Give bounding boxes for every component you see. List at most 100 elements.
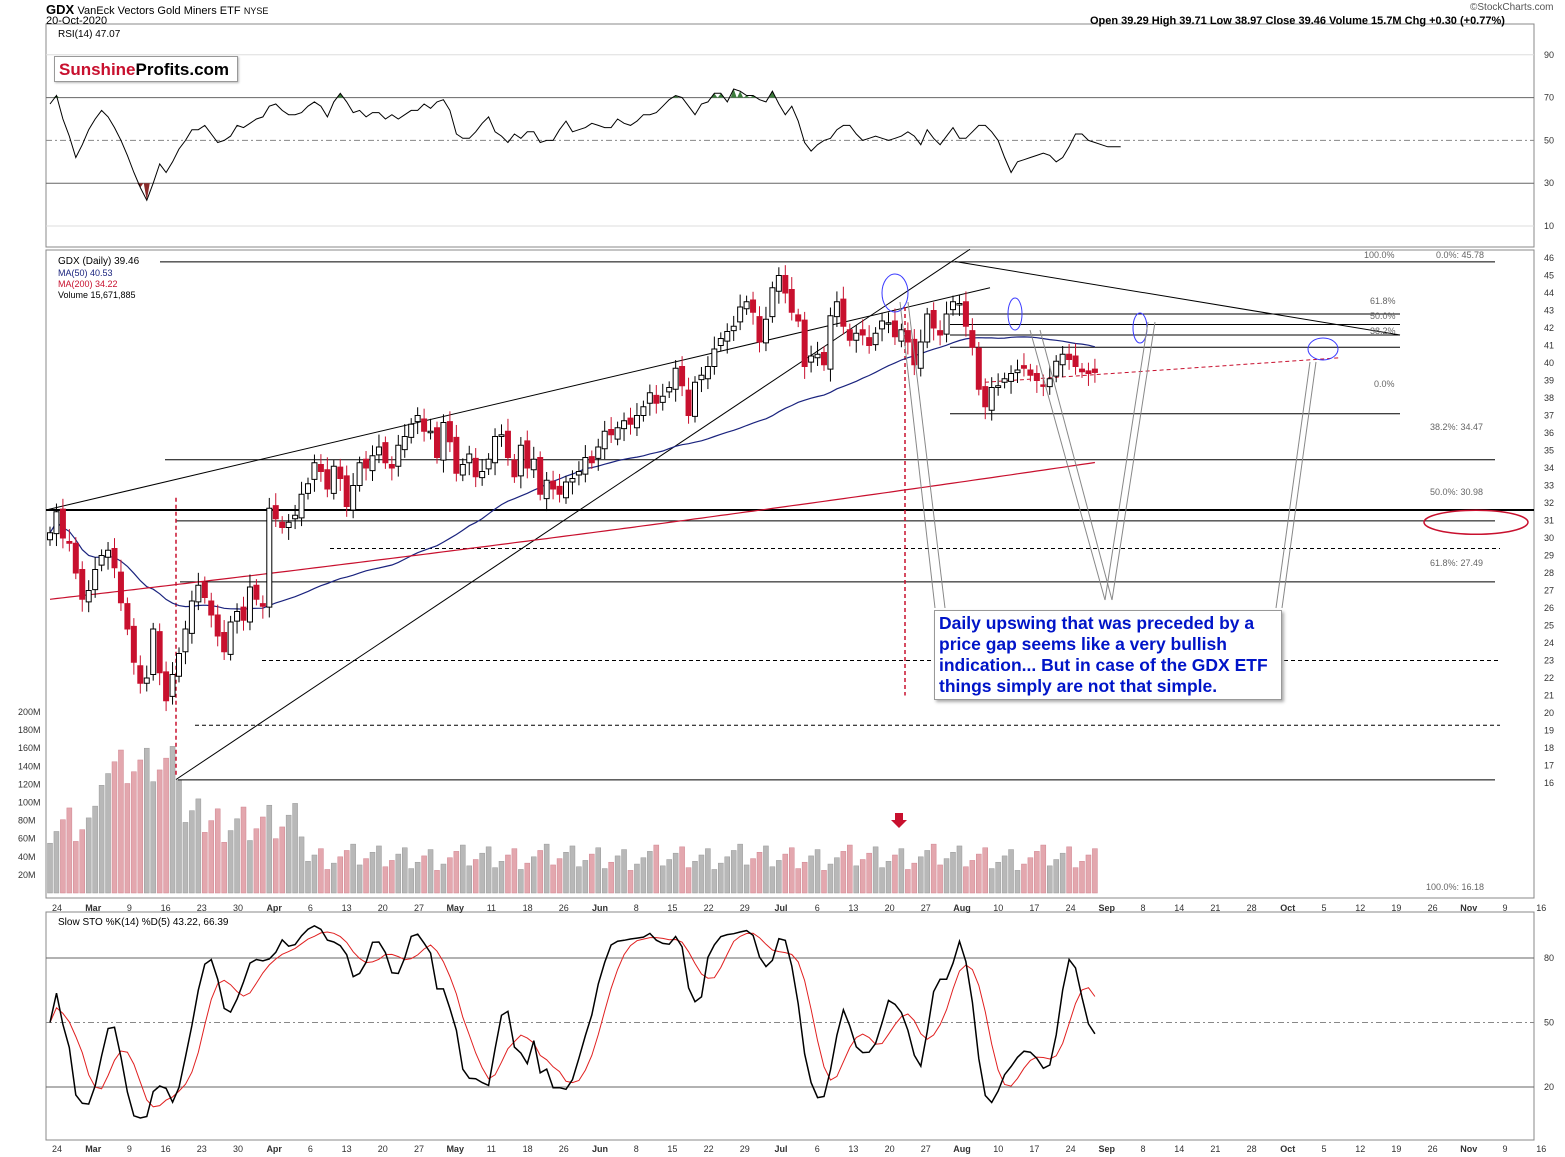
- candle-body: [1079, 368, 1085, 373]
- candle-body: [937, 330, 944, 336]
- volume-bar: [937, 864, 943, 894]
- volume-bar: [885, 861, 892, 894]
- candle-body: [259, 603, 266, 607]
- volume-bar: [518, 869, 524, 894]
- volume-bar: [1066, 846, 1072, 894]
- x-tick-label: 27: [414, 903, 424, 913]
- candle-body: [924, 313, 931, 343]
- candle-body: [1091, 368, 1098, 373]
- volume-bar: [911, 862, 918, 894]
- x-tick-label-bottom: 28: [1247, 1144, 1257, 1154]
- candle-body: [975, 347, 982, 390]
- candle-body: [72, 542, 79, 574]
- candle-body: [363, 458, 370, 469]
- volume-tick-label: 100M: [18, 798, 41, 808]
- volume-bar: [273, 838, 279, 894]
- candle-body: [369, 455, 376, 472]
- price-tick-label: 34: [1544, 463, 1554, 473]
- volume-bar: [1040, 844, 1047, 894]
- x-tick-label-bottom: 21: [1210, 1144, 1220, 1154]
- volume-bar: [253, 828, 260, 894]
- candle-body: [530, 458, 537, 471]
- price-tick-label: 27: [1544, 586, 1554, 596]
- candle-body: [221, 632, 228, 653]
- candle-body: [730, 325, 737, 332]
- candle-body: [311, 462, 318, 480]
- chart-date: 20-Oct-2020: [46, 15, 108, 27]
- volume-bar: [563, 852, 569, 894]
- x-tick-label-bottom: Apr: [266, 1144, 282, 1154]
- volume-bar: [382, 866, 389, 894]
- volume-bar: [240, 806, 247, 894]
- candle-body: [543, 479, 550, 500]
- volume-bar: [311, 854, 318, 894]
- volume-bar: [395, 853, 402, 894]
- volume-bar: [718, 862, 724, 894]
- candle-body: [814, 353, 821, 359]
- candle-body: [169, 674, 176, 697]
- candle-body: [762, 318, 769, 344]
- candle-body: [1020, 365, 1027, 369]
- candle-body: [698, 374, 705, 381]
- x-tick-label-bottom: 20: [885, 1144, 895, 1154]
- x-tick-label: Nov: [1460, 903, 1477, 913]
- candle-body: [414, 415, 421, 423]
- candle-body: [466, 453, 473, 464]
- candle-body: [47, 532, 53, 541]
- candle-body: [195, 584, 202, 603]
- volume-bar: [156, 769, 163, 894]
- x-tick-label: 13: [342, 903, 352, 913]
- price-tick-label: 16: [1544, 778, 1554, 788]
- volume-bar: [834, 857, 840, 894]
- volume-bar: [969, 860, 976, 894]
- candle-body: [292, 514, 299, 520]
- volume-bar: [608, 861, 614, 894]
- volume-bar: [840, 851, 847, 894]
- volume-bar: [195, 798, 202, 894]
- candle-body: [305, 483, 311, 494]
- x-tick-label-bottom: 14: [1174, 1144, 1184, 1154]
- volume-tick-label: 20M: [18, 870, 36, 880]
- rsi-line: [49, 88, 1121, 202]
- price-tick-label: 19: [1544, 726, 1554, 736]
- sto-tick-label: 80: [1544, 953, 1554, 963]
- volume-bar: [995, 861, 1001, 894]
- rsi-overbought-fill: [717, 93, 724, 98]
- x-tick-label: Jul: [774, 903, 787, 913]
- price-tick-label: 36: [1544, 428, 1554, 438]
- candle-body: [382, 442, 389, 464]
- x-tick-label-bottom: Aug: [953, 1144, 971, 1154]
- x-tick-label: Aug: [953, 903, 971, 913]
- volume-bar: [324, 869, 331, 894]
- volume-bar: [92, 805, 98, 894]
- volume-bar: [543, 843, 550, 894]
- volume-bar: [350, 843, 356, 894]
- candle-body: [1014, 369, 1021, 374]
- annotation-box: Daily upswing that was preceded by a pri…: [934, 610, 1282, 700]
- x-tick-label: Jun: [592, 903, 608, 913]
- volume-bar: [950, 852, 956, 894]
- volume-bar: [705, 848, 711, 894]
- price-tick-label: 37: [1544, 411, 1554, 421]
- volume-bar: [47, 842, 53, 894]
- volume-bar: [247, 840, 253, 894]
- sto-tick-label: 50: [1544, 1018, 1554, 1028]
- candle-body: [479, 471, 486, 479]
- candle-body: [298, 493, 305, 519]
- candle-body: [240, 606, 247, 621]
- candle-body: [595, 446, 602, 459]
- volume-bar: [318, 848, 324, 894]
- candle-body: [79, 569, 86, 600]
- price-tick-label: 20: [1544, 708, 1554, 718]
- volume-bar: [227, 830, 234, 894]
- fib-50-oval: [1423, 509, 1529, 535]
- volume-bar: [137, 759, 144, 894]
- volume-bar: [414, 861, 421, 894]
- volume-bar: [356, 864, 363, 894]
- volume-bar: [202, 832, 208, 894]
- price-tick-label: 31: [1544, 516, 1554, 526]
- x-tick-label-bottom: 13: [848, 1144, 858, 1154]
- volume-tick-label: 140M: [18, 761, 41, 771]
- candle-body: [337, 466, 344, 479]
